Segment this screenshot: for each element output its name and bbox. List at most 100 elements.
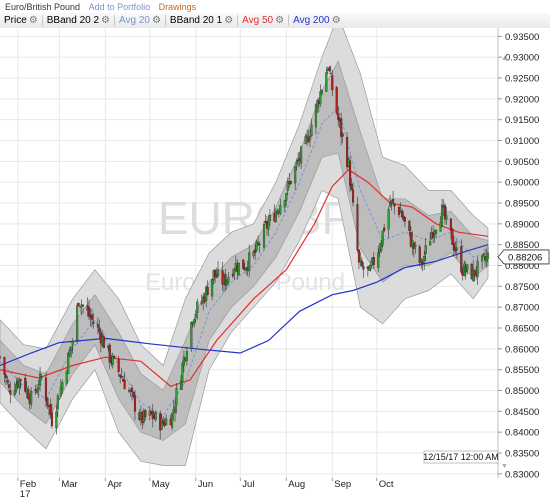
- indicator-label: Avg 50: [242, 15, 274, 26]
- y-tick-label: 0.90000: [505, 178, 539, 189]
- candle-body: [70, 346, 73, 352]
- candle-body: [362, 266, 365, 270]
- candle-body: [46, 397, 49, 406]
- add-to-portfolio-link[interactable]: Add to Portfolio: [88, 2, 151, 12]
- candle-body: [305, 135, 309, 138]
- candle-body: [304, 135, 307, 144]
- scroll-arrows[interactable]: ▲ ▼: [501, 55, 508, 470]
- candle-body: [308, 135, 312, 140]
- candle-body: [132, 392, 135, 397]
- toolbar-divider: [237, 15, 239, 26]
- candle-body: [56, 395, 59, 410]
- candle-body: [194, 313, 197, 318]
- gear-icon[interactable]: ⚙: [224, 15, 234, 26]
- candle-body: [372, 257, 375, 265]
- candle-body: [421, 262, 424, 264]
- candle-body: [34, 388, 37, 392]
- avg-20-line: [0, 106, 489, 417]
- candle-body: [173, 406, 177, 413]
- candle-body: [77, 303, 80, 307]
- gear-icon[interactable]: ⚙: [101, 15, 110, 26]
- gear-icon[interactable]: ⚙: [151, 15, 161, 26]
- y-tick-label: 0.91500: [505, 115, 539, 126]
- candle-body: [58, 398, 61, 400]
- x-tick-label: Sep: [334, 479, 351, 490]
- x-tick-label: Mar: [61, 479, 77, 490]
- y-tick-label: 0.85500: [505, 365, 539, 376]
- toolbar-divider: [41, 15, 43, 26]
- candle-body: [397, 207, 401, 215]
- candle-body: [102, 336, 105, 349]
- candle-body: [440, 204, 444, 226]
- candle-body: [15, 383, 18, 391]
- candle-body: [67, 353, 70, 374]
- candle-body: [18, 378, 21, 388]
- last-value-text: 0.88206: [508, 252, 542, 263]
- indicator-avg-50[interactable]: Avg 50 ⚙: [238, 14, 288, 28]
- candle-body: [393, 203, 396, 207]
- candle-body: [381, 230, 384, 246]
- indicator-label: Avg 200: [293, 15, 330, 26]
- indicator-price[interactable]: Price ⚙: [0, 14, 42, 28]
- candle-body: [133, 395, 137, 412]
- indicator-bband-20-1[interactable]: BBand 20 1 ⚙: [166, 14, 237, 28]
- x-tick-label: Apr: [107, 479, 122, 490]
- drawings-link[interactable]: Drawings: [158, 2, 197, 12]
- candle-body: [59, 386, 62, 397]
- candle-body: [329, 72, 332, 75]
- candle-body: [224, 274, 227, 286]
- candle-body: [473, 270, 476, 276]
- candle-body: [200, 301, 203, 304]
- candle-body: [38, 373, 42, 386]
- candle-body: [328, 67, 331, 71]
- indicator-bband-20-2[interactable]: BBand 20 2 ⚙: [43, 14, 114, 28]
- candle-body: [92, 322, 95, 324]
- candle-body: [255, 241, 258, 251]
- y-tick-label: 0.86000: [505, 344, 539, 355]
- gear-icon[interactable]: ⚙: [331, 15, 341, 26]
- y-axis: 0.83000 0.83500 0.84000 0.84500 0.85000 0.855…: [498, 32, 539, 480]
- avg-200-line: [0, 244, 489, 367]
- candle-body: [257, 242, 260, 244]
- candle-body: [432, 232, 435, 238]
- candle-body: [310, 124, 313, 137]
- candle-body: [117, 359, 120, 372]
- y-tick-label: 0.89000: [505, 219, 539, 230]
- candle-body: [119, 374, 122, 377]
- x-tick-label: May: [152, 479, 170, 490]
- y-tick-label: 0.91000: [505, 136, 539, 147]
- y-tick-label: 0.86500: [505, 324, 539, 335]
- candle-body: [300, 146, 303, 164]
- candle-body: [258, 244, 261, 246]
- candle-body: [151, 410, 154, 419]
- scroll-down-icon[interactable]: ▼: [501, 463, 508, 470]
- candle-body: [414, 244, 417, 247]
- candle-body: [351, 189, 355, 203]
- candle-body: [356, 204, 359, 251]
- candle-body: [443, 205, 447, 220]
- candle-body: [179, 380, 183, 390]
- candle-body: [455, 247, 458, 250]
- candle-body: [40, 376, 43, 378]
- candle-body: [233, 269, 236, 274]
- indicator-avg-20[interactable]: Avg 20 ⚙: [115, 14, 165, 28]
- candle-body: [44, 377, 48, 401]
- candle-body: [160, 418, 163, 430]
- candle-body: [55, 411, 58, 429]
- scroll-up-icon[interactable]: ▲: [501, 55, 508, 62]
- price-chart[interactable]: EURGBP Euro/British Pound 0.830000.83500…: [0, 28, 550, 499]
- y-tick-label: 0.88000: [505, 261, 539, 272]
- moving-averages: [0, 106, 489, 417]
- candle-body: [68, 350, 71, 357]
- candle-body: [408, 220, 411, 231]
- candle-body: [392, 199, 395, 203]
- candle-body: [9, 390, 12, 395]
- candle-body: [61, 382, 64, 390]
- candle-body: [297, 160, 300, 162]
- gear-icon[interactable]: ⚙: [28, 15, 38, 26]
- indicator-avg-200[interactable]: Avg 200 ⚙: [289, 14, 344, 28]
- candle-body: [449, 218, 452, 231]
- candle-body: [76, 305, 79, 341]
- gear-icon[interactable]: ⚙: [275, 15, 285, 26]
